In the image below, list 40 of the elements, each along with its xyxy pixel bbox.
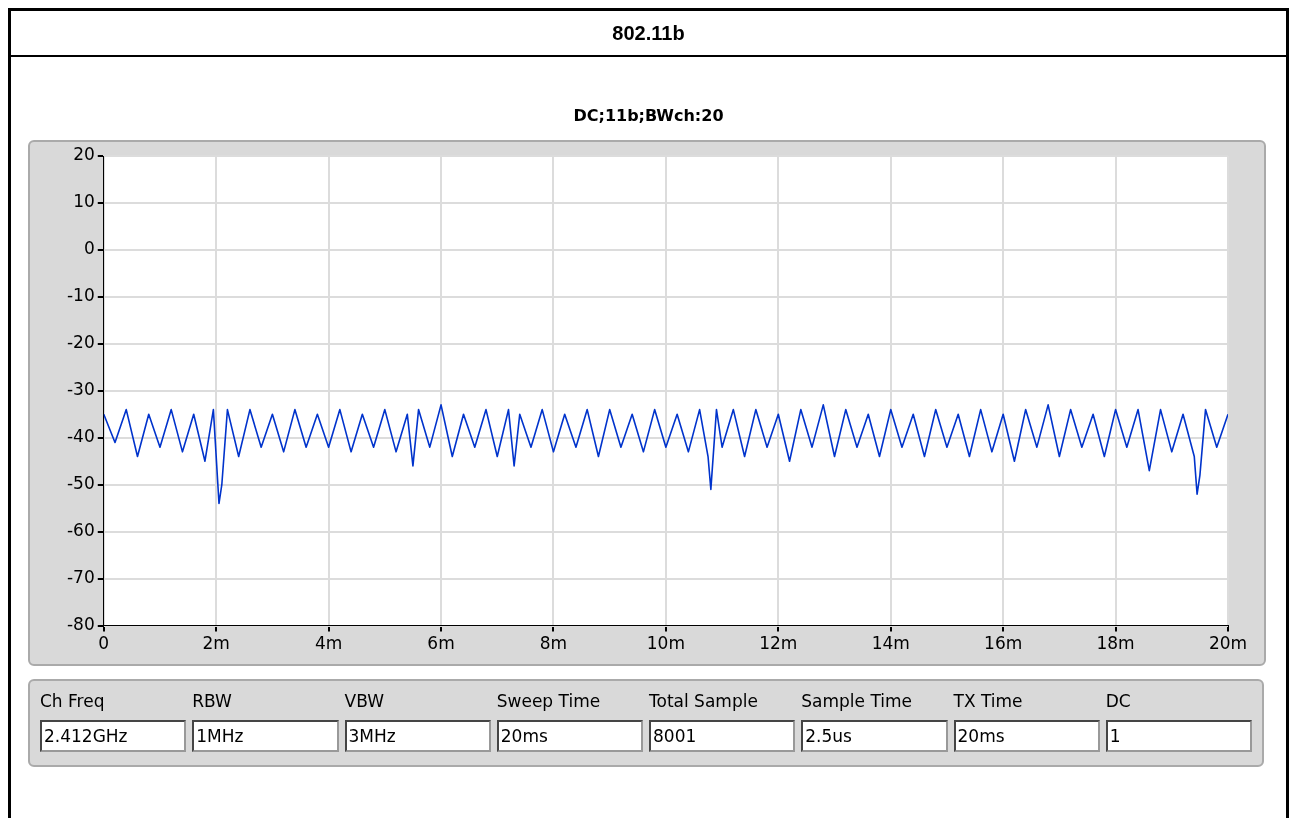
y-tick-label: -70: [66, 567, 95, 588]
y-tick-label: -80: [66, 614, 95, 635]
y-tick-label: -40: [66, 426, 95, 447]
y-tick-label: -60: [66, 520, 95, 541]
x-tick-label: 16m: [984, 633, 1023, 654]
text: 3MHz: [344, 720, 491, 752]
x-tick-label: 20m: [1208, 633, 1248, 654]
x-tick-label: 6m: [427, 633, 455, 654]
y-tick-label: -50: [66, 473, 95, 494]
y-tick-label: 10: [73, 191, 95, 212]
text: Sample Time: [801, 690, 913, 713]
text: 20ms: [496, 720, 643, 752]
x-tick-label: 12m: [759, 633, 798, 654]
y-tick-label: 0: [83, 238, 95, 259]
text: Sweep Time: [496, 690, 602, 713]
y-tick-label: -20: [66, 332, 95, 353]
text: VBW: [344, 690, 385, 713]
x-tick-label: 2m: [202, 633, 230, 654]
text: 2.412GHz: [40, 720, 187, 752]
x-tick-label: 10m: [646, 633, 685, 654]
x-tick-label: 0: [98, 633, 110, 654]
chart-title: 802.11b: [11, 11, 1286, 57]
chart-subtitle: DC;11b;BWch:20: [572, 106, 725, 125]
y-tick-label: 20: [73, 144, 95, 165]
x-tick-label: 4m: [314, 633, 343, 654]
x-tick-label: 18m: [1096, 633, 1135, 654]
text: 20ms: [953, 720, 1100, 752]
text: Ch Freq: [40, 690, 106, 713]
text: 8001: [649, 720, 796, 752]
y-tick-label: -10: [66, 285, 95, 306]
text: 2.5us: [801, 720, 948, 752]
text: 1MHz: [192, 720, 339, 752]
text: DC: [1105, 690, 1132, 713]
text: TX Time: [953, 690, 1024, 713]
y-tick-label: -30: [66, 379, 95, 400]
text: RBW: [192, 690, 233, 713]
text: 1: [1105, 720, 1252, 752]
x-tick-label: 14m: [871, 633, 910, 654]
x-tick-label: 8m: [539, 633, 568, 654]
text: Total Sample: [649, 690, 759, 713]
